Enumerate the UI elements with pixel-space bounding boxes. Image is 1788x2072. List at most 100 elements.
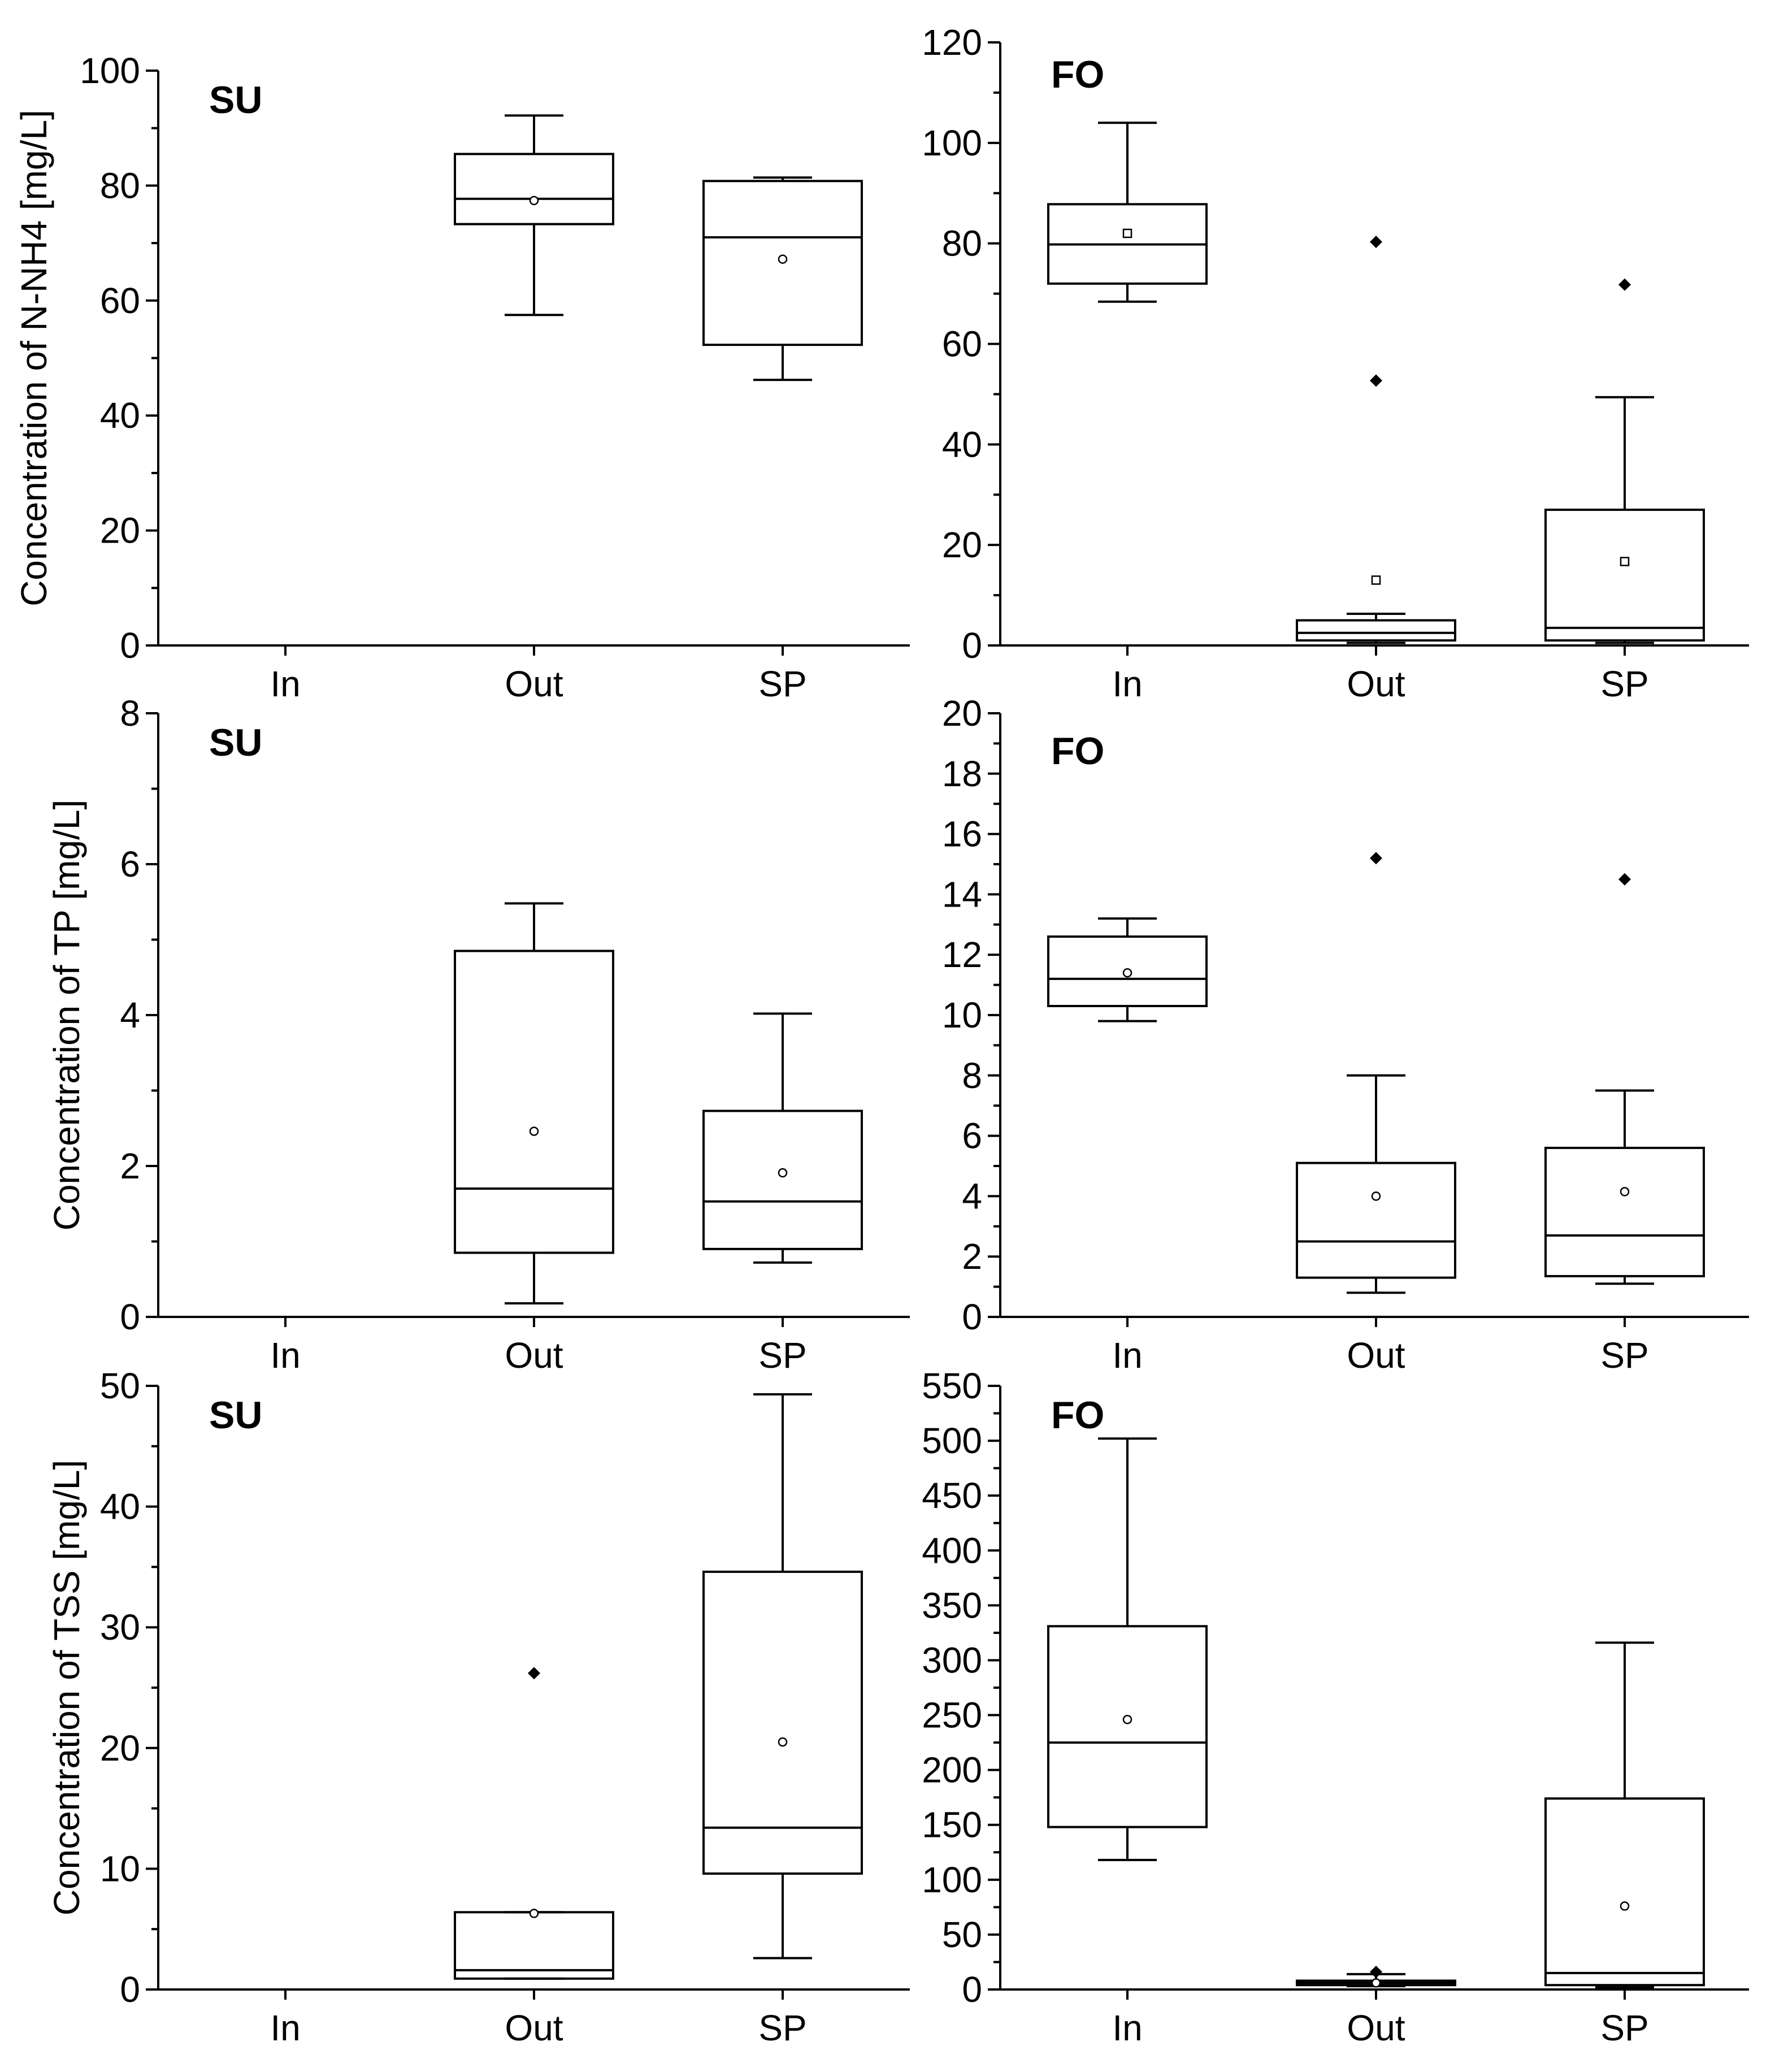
panel-6-y-tick-label: 550 <box>922 1366 982 1406</box>
panel-3-y-title: Concentration of TP [mg/L] <box>46 800 87 1231</box>
panel-6-y-tick-label: 200 <box>922 1750 982 1791</box>
panel-2-x-tick-label: Out <box>1347 664 1405 704</box>
panel-5-y-tick-label: 40 <box>100 1486 140 1527</box>
panel-4-y-tick-label: 4 <box>962 1176 982 1216</box>
panel-6-y-tick-label: 250 <box>922 1695 982 1736</box>
panel-3-out-box <box>454 950 614 1254</box>
panel-1-sp-box <box>702 180 863 346</box>
panel-5-y-tick-label: 50 <box>100 1366 140 1406</box>
panel-4-x-tick-label: SP <box>1600 1335 1648 1376</box>
panel-3-y-tick-label: 8 <box>120 693 140 734</box>
panel-3-x-tick-label: Out <box>505 1335 563 1376</box>
panel-4-sp-box <box>1544 1146 1705 1277</box>
panel-3-sp-box <box>702 1109 863 1250</box>
panel-5-y-tick-label: 10 <box>100 1848 140 1889</box>
panel-2-y-tick-label: 40 <box>942 424 982 465</box>
panel-4-in-box <box>1047 935 1208 1007</box>
panel-1-out-box <box>454 153 614 226</box>
panel-6-x-tick-label: Out <box>1347 2008 1405 2048</box>
panel-1-y-tick-label: 60 <box>100 280 140 321</box>
panel-4-y-tick-label: 16 <box>942 814 982 855</box>
panel-1-x-tick-label: Out <box>505 664 563 704</box>
panel-2-out-outlier <box>1370 235 1382 248</box>
panel-2-label: FO <box>1051 53 1104 96</box>
panel-6-x-tick-label: SP <box>1600 2008 1648 2048</box>
panel-1-x-tick-label: SP <box>758 664 806 704</box>
panel-4-y-tick-label: 2 <box>962 1236 982 1277</box>
panel-3-label: SU <box>209 721 262 764</box>
panel-6-out-mean-marker <box>1371 1978 1381 1988</box>
panel-4-in-mean-marker <box>1122 968 1132 978</box>
panel-4-x-tick-label: Out <box>1347 1335 1405 1376</box>
panel-2-sp-box <box>1544 508 1705 642</box>
panel-4-sp-mean-marker <box>1620 1187 1630 1197</box>
panel-5-sp-box <box>702 1570 863 1875</box>
panel-2-y-tick-label: 120 <box>922 22 982 63</box>
panel-6-y-tick-label: 500 <box>922 1420 982 1461</box>
panel-2-x-tick-label: In <box>1112 664 1142 704</box>
panel-2-out-mean-marker <box>1371 575 1381 585</box>
panel-4-y-tick-label: 10 <box>942 995 982 1035</box>
panel-6-label: FO <box>1051 1394 1104 1437</box>
panel-1-sp-mean-marker <box>778 254 788 264</box>
panel-4-y-tick-label: 6 <box>962 1116 982 1156</box>
panel-6-sp-mean-marker <box>1620 1901 1630 1911</box>
panel-3-y-tick-label: 0 <box>120 1297 140 1337</box>
panel-2-sp-outlier <box>1618 278 1631 291</box>
panel-2-out-box <box>1296 619 1456 642</box>
panel-3-y-tick-label: 6 <box>120 844 140 885</box>
panel-4-out-outlier <box>1370 852 1382 865</box>
panel-2-y-tick-label: 20 <box>942 524 982 565</box>
panel-1-out-mean-marker <box>529 196 539 206</box>
panel-4-y-tick-label: 0 <box>962 1297 982 1337</box>
panel-6-y-tick-label: 150 <box>922 1805 982 1845</box>
panel-3-y-tick-label: 2 <box>120 1146 140 1186</box>
panel-3-y-tick-label: 4 <box>120 995 140 1035</box>
panel-2-y-tick-label: 0 <box>962 625 982 666</box>
panel-1-y-tick-label: 20 <box>100 510 140 551</box>
panel-2-y-tick-label: 80 <box>942 223 982 264</box>
panel-6-sp-box <box>1544 1797 1705 1987</box>
panel-2-sp-mean-marker <box>1620 557 1630 566</box>
panel-6-y-tick-label: 450 <box>922 1475 982 1516</box>
panel-1-y-tick-label: 0 <box>120 625 140 666</box>
panel-3-sp-mean-marker <box>778 1168 788 1178</box>
panel-2-y-tick-label: 100 <box>922 123 982 163</box>
panel-6-y-tick-label: 400 <box>922 1530 982 1571</box>
panel-1-y-title: Concentration of N-NH4 [mg/L] <box>14 110 54 606</box>
panel-2-in-mean-marker <box>1122 228 1132 239</box>
panel-5-out-outlier <box>528 1667 540 1680</box>
panel-6-y-tick-label: 50 <box>942 1914 982 1955</box>
panel-5-out-mean-marker <box>529 1909 539 1918</box>
panel-5-y-tick-label: 0 <box>120 1969 140 2010</box>
panel-2-out-outlier <box>1370 374 1382 387</box>
panel-5-sp-mean-marker <box>778 1737 788 1747</box>
panel-5-out-box <box>454 1911 614 1980</box>
panel-6-out-outlier <box>1370 1965 1382 1978</box>
panel-4-y-tick-label: 12 <box>942 934 982 975</box>
panel-4-sp-outlier <box>1618 873 1631 886</box>
panel-6-y-tick-label: 350 <box>922 1585 982 1625</box>
panel-6-in-mean-marker <box>1122 1715 1132 1724</box>
panel-5-label: SU <box>209 1394 262 1437</box>
panel-4-y-tick-label: 18 <box>942 753 982 794</box>
panel-4-label: FO <box>1051 730 1104 773</box>
panel-1-y-tick-label: 80 <box>100 165 140 206</box>
panel-6-x-tick-label: In <box>1112 2008 1142 2048</box>
panel-5-y-tick-label: 20 <box>100 1728 140 1768</box>
panel-4-x-tick-label: In <box>1112 1335 1142 1376</box>
panel-3-x-tick-label: In <box>270 1335 300 1376</box>
panel-6-y-tick-label: 0 <box>962 1969 982 2010</box>
panel-2-x-tick-label: SP <box>1600 664 1648 704</box>
panel-5-y-tick-label: 30 <box>100 1607 140 1648</box>
panel-3-x-tick-label: SP <box>758 1335 806 1376</box>
panel-5-x-tick-label: In <box>270 2008 300 2048</box>
panel-4-y-tick-label: 8 <box>962 1055 982 1096</box>
panel-6-in-box <box>1047 1625 1208 1828</box>
panel-1-y-tick-label: 40 <box>100 395 140 436</box>
panel-6-y-tick-label: 100 <box>922 1859 982 1900</box>
panel-2-y-tick-label: 60 <box>942 324 982 365</box>
panel-6-y-tick-label: 300 <box>922 1640 982 1680</box>
panel-1-x-tick-label: In <box>270 664 300 704</box>
